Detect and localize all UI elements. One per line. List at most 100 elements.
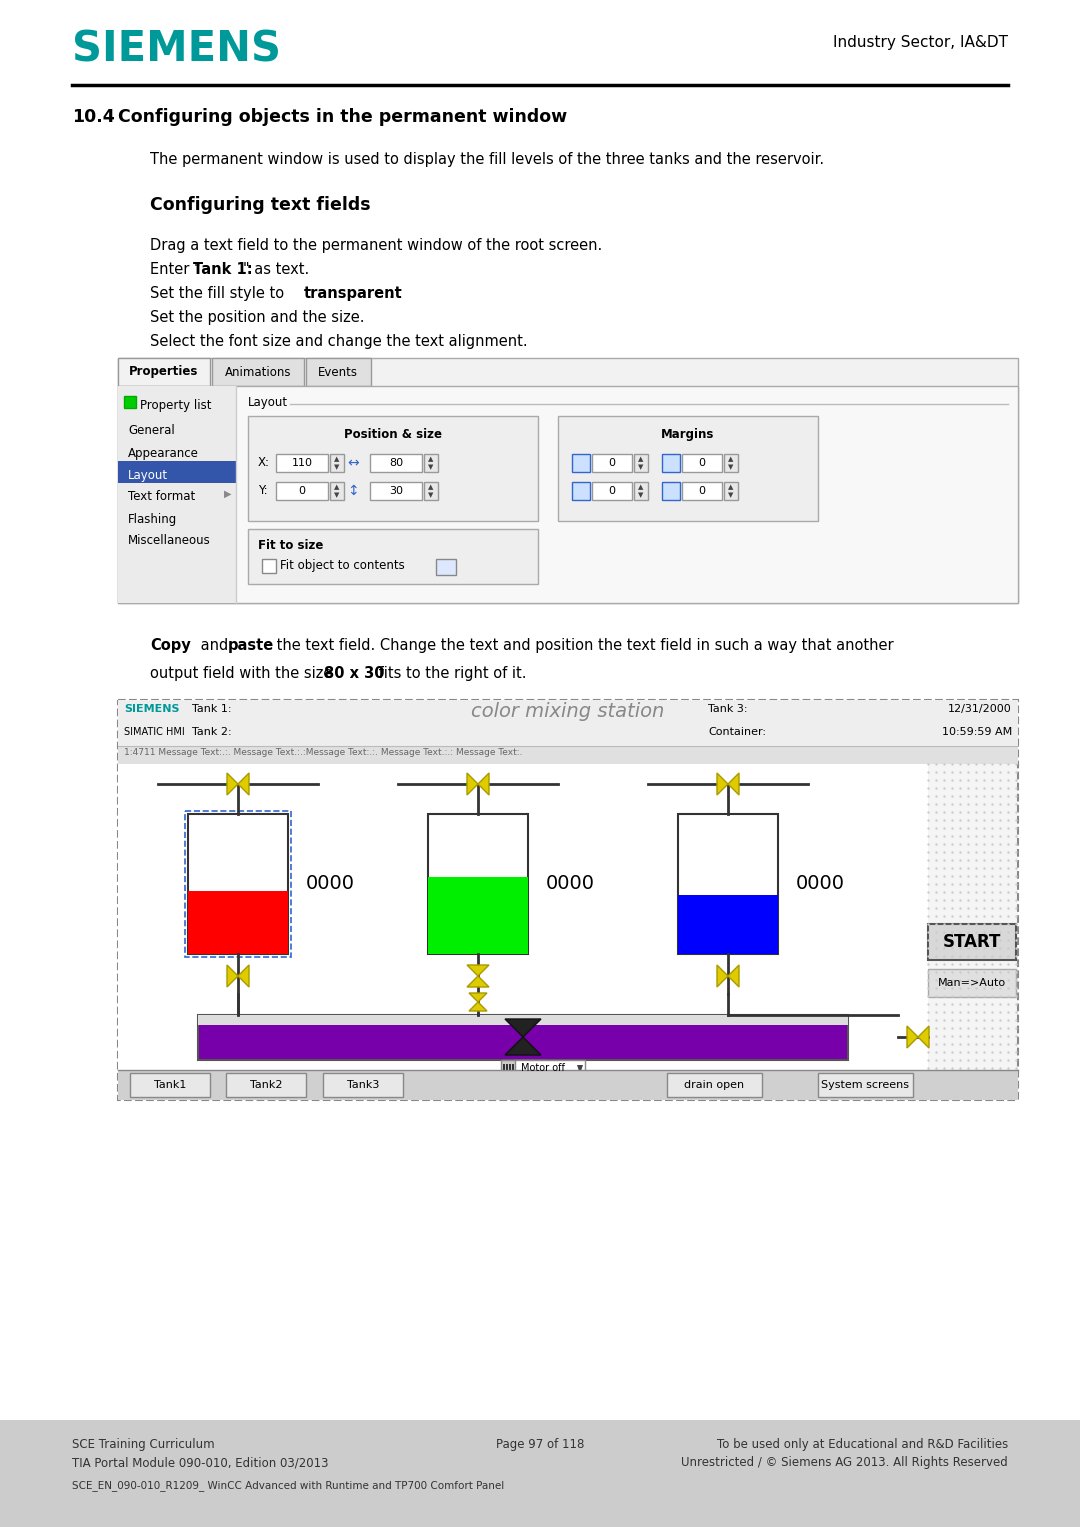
Bar bbox=[436, 559, 456, 576]
Text: Tank 3:: Tank 3: bbox=[708, 704, 747, 715]
Bar bbox=[515, 1060, 585, 1080]
Text: Text format: Text format bbox=[129, 490, 195, 504]
Bar bbox=[524, 1064, 526, 1081]
Text: 0: 0 bbox=[699, 458, 705, 467]
Bar bbox=[118, 357, 210, 386]
Text: SCE_EN_090-010_R1209_ WinCC Advanced with Runtime and TP700 Comfort Panel: SCE_EN_090-010_R1209_ WinCC Advanced wit… bbox=[72, 1480, 504, 1490]
Text: color mixing station: color mixing station bbox=[471, 702, 664, 721]
Bar bbox=[118, 357, 1018, 603]
Bar bbox=[724, 454, 738, 472]
Text: ▲: ▲ bbox=[728, 457, 733, 463]
Bar bbox=[592, 454, 632, 472]
Text: and: and bbox=[195, 638, 233, 654]
Bar bbox=[323, 1073, 403, 1096]
Bar bbox=[521, 1064, 523, 1078]
Text: ▲: ▲ bbox=[638, 484, 644, 490]
Text: Properties: Properties bbox=[130, 365, 199, 379]
Text: Margins: Margins bbox=[661, 428, 715, 441]
Bar bbox=[530, 1064, 532, 1078]
Polygon shape bbox=[478, 773, 489, 796]
Polygon shape bbox=[717, 965, 728, 986]
Bar bbox=[118, 764, 928, 1099]
Text: 110: 110 bbox=[292, 458, 312, 467]
Text: Appearance: Appearance bbox=[129, 446, 199, 460]
Text: Tank3: Tank3 bbox=[347, 1080, 379, 1090]
Text: 1:4711 Message Text:.:. Message Text.:.:Message Text:.:. Message Text.:.: Messag: 1:4711 Message Text:.:. Message Text.:.:… bbox=[124, 748, 523, 757]
Bar bbox=[118, 461, 237, 483]
Text: Events: Events bbox=[318, 365, 357, 379]
Text: Animations: Animations bbox=[225, 365, 292, 379]
Bar bbox=[678, 895, 778, 954]
Text: Motor off: Motor off bbox=[521, 1063, 565, 1073]
Text: 0000: 0000 bbox=[306, 873, 355, 893]
Text: 80: 80 bbox=[389, 458, 403, 467]
Text: Property list: Property list bbox=[140, 399, 212, 411]
Bar bbox=[928, 970, 1016, 997]
Text: Layout: Layout bbox=[129, 469, 168, 481]
Bar bbox=[681, 454, 723, 472]
Text: ↕: ↕ bbox=[347, 484, 359, 498]
Polygon shape bbox=[467, 976, 489, 986]
Text: Flashing: Flashing bbox=[129, 513, 177, 525]
Bar bbox=[724, 483, 738, 499]
Text: 10.4: 10.4 bbox=[72, 108, 114, 127]
Text: 12/31/2000: 12/31/2000 bbox=[948, 704, 1012, 715]
Text: To be used only at Educational and R&D Facilities: To be used only at Educational and R&D F… bbox=[717, 1438, 1008, 1451]
Text: Set the position and the size.: Set the position and the size. bbox=[150, 310, 365, 325]
Polygon shape bbox=[728, 965, 739, 986]
Text: Container:: Container: bbox=[708, 727, 766, 738]
Polygon shape bbox=[717, 773, 728, 796]
Text: Configuring text fields: Configuring text fields bbox=[150, 195, 370, 214]
Bar bbox=[185, 811, 291, 957]
Bar bbox=[118, 386, 237, 603]
Bar bbox=[515, 1064, 517, 1081]
Bar bbox=[518, 1064, 519, 1084]
Bar bbox=[512, 1064, 514, 1078]
Text: ▲: ▲ bbox=[335, 484, 340, 490]
Bar bbox=[428, 876, 528, 954]
Polygon shape bbox=[467, 965, 489, 976]
Bar bbox=[572, 454, 590, 472]
Text: ▲: ▲ bbox=[335, 457, 340, 463]
Text: ▲: ▲ bbox=[638, 457, 644, 463]
Bar bbox=[118, 724, 1018, 747]
Bar bbox=[536, 1064, 538, 1084]
Bar bbox=[424, 454, 438, 472]
Bar bbox=[0, 1420, 1080, 1527]
Text: Set the fill style to: Set the fill style to bbox=[150, 286, 288, 301]
Polygon shape bbox=[469, 993, 487, 1002]
Bar bbox=[428, 814, 528, 954]
Bar bbox=[370, 454, 422, 472]
Bar bbox=[124, 395, 136, 408]
Polygon shape bbox=[577, 1064, 583, 1073]
Polygon shape bbox=[469, 1002, 487, 1011]
Bar bbox=[118, 1070, 1018, 1099]
Bar bbox=[634, 483, 648, 499]
Bar bbox=[276, 483, 328, 499]
Text: drain open: drain open bbox=[684, 1080, 744, 1090]
Bar bbox=[330, 483, 345, 499]
Text: 0000: 0000 bbox=[546, 873, 595, 893]
Text: Tank 1:: Tank 1: bbox=[193, 263, 253, 276]
Polygon shape bbox=[505, 1037, 541, 1055]
Text: Fit object to contents: Fit object to contents bbox=[280, 559, 405, 573]
Bar bbox=[188, 890, 288, 954]
Bar bbox=[681, 483, 723, 499]
Text: 30: 30 bbox=[389, 486, 403, 496]
Text: Copy: Copy bbox=[150, 638, 191, 654]
Text: ▶: ▶ bbox=[225, 489, 232, 499]
Bar bbox=[509, 1064, 511, 1084]
Bar bbox=[539, 1064, 541, 1078]
Text: Tank 2:: Tank 2: bbox=[192, 727, 231, 738]
Text: SCE Training Curriculum: SCE Training Curriculum bbox=[72, 1438, 215, 1451]
Polygon shape bbox=[918, 1026, 929, 1048]
Bar bbox=[118, 747, 1018, 764]
Text: Man=>Auto: Man=>Auto bbox=[937, 977, 1007, 988]
Text: Select the font size and change the text alignment.: Select the font size and change the text… bbox=[150, 334, 528, 350]
Bar bbox=[507, 1064, 508, 1081]
Bar bbox=[248, 415, 538, 521]
Polygon shape bbox=[467, 773, 478, 796]
Text: 80 x 30: 80 x 30 bbox=[324, 666, 384, 681]
Text: Y:: Y: bbox=[258, 484, 268, 496]
Bar bbox=[503, 1064, 505, 1078]
